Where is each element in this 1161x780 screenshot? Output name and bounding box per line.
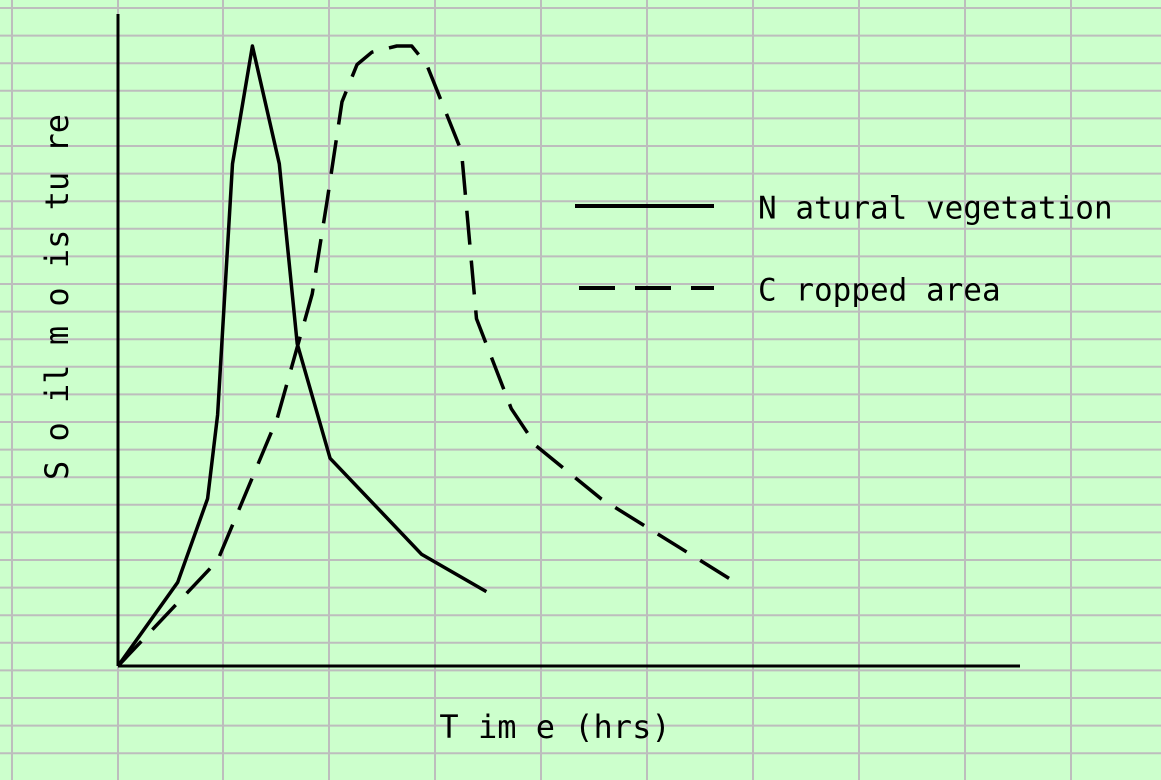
series-line-natural-vegetation [116, 44, 488, 668]
x-axis-label: T im e (hrs) [439, 708, 670, 746]
series-line-cropped-area [116, 44, 737, 668]
y-axis-label: S o il m o is tu re [38, 114, 76, 480]
legend-label-cropped-area: C ropped area [758, 273, 1001, 309]
legend: N atural vegetation C ropped area [575, 191, 1113, 309]
legend-label-natural-vegetation: N atural vegetation [758, 191, 1113, 227]
series-group [116, 44, 737, 668]
